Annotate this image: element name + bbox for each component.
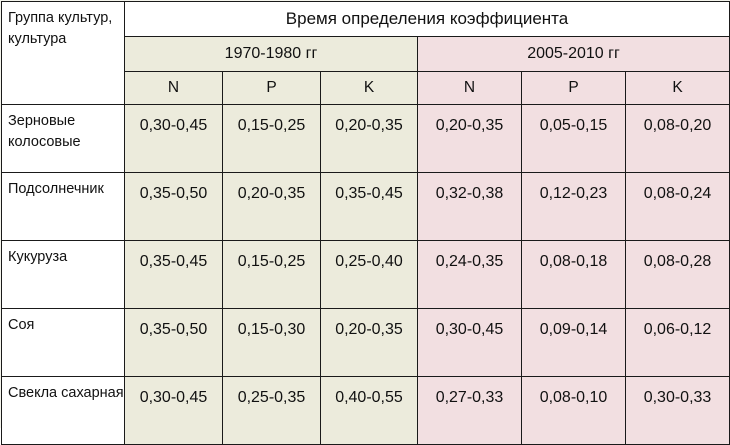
coefficient-cell: 0,30-0,45 <box>124 376 223 445</box>
coefficient-cell: 0,15-0,25 <box>222 104 321 173</box>
coefficient-cell: 0,20-0,35 <box>222 172 321 241</box>
coefficient-cell: 0,35-0,45 <box>124 240 223 309</box>
coefficient-cell: 0,12-0,23 <box>521 172 626 241</box>
group-column-header: Группа культур, культура <box>1 1 125 105</box>
coefficient-cell: 0,20-0,35 <box>417 104 522 173</box>
coefficient-cell: 0,20-0,35 <box>320 104 418 173</box>
table-row: Кукуруза 0,35-0,45 0,15-0,25 0,25-0,40 0… <box>1 240 730 309</box>
coefficient-cell: 0,15-0,25 <box>222 240 321 309</box>
table-row: Подсолнечник 0,35-0,50 0,20-0,35 0,35-0,… <box>1 172 730 241</box>
coefficient-cell: 0,27-0,33 <box>417 376 522 445</box>
table-row: Зерновые колосовые 0,30-0,45 0,15-0,25 0… <box>1 104 730 173</box>
period-header-1970-1980: 1970-1980 гг <box>124 36 418 72</box>
coefficient-cell: 0,30-0,33 <box>624 376 730 445</box>
coefficient-cell: 0,25-0,35 <box>222 376 321 445</box>
coefficient-cell: 0,08-0,24 <box>624 172 730 241</box>
crop-name: Свекла сахарная <box>1 376 125 445</box>
nutrient-header: N <box>124 71 223 105</box>
coefficient-cell: 0,40-0,55 <box>320 376 418 445</box>
nutrient-header: P <box>222 71 321 105</box>
nutrient-header: K <box>320 71 418 105</box>
coefficient-cell: 0,30-0,45 <box>417 308 522 377</box>
period-header-2005-2010: 2005-2010 гг <box>416 36 730 72</box>
coefficient-cell: 0,24-0,35 <box>417 240 522 309</box>
coefficient-cell: 0,35-0,45 <box>320 172 418 241</box>
coefficient-cell: 0,15-0,30 <box>222 308 321 377</box>
coefficient-cell: 0,08-0,20 <box>624 104 730 173</box>
nutrient-header: P <box>521 71 626 105</box>
nutrient-header: K <box>624 71 730 105</box>
coefficient-cell: 0,35-0,50 <box>124 172 223 241</box>
coefficient-cell: 0,20-0,35 <box>320 308 418 377</box>
table-title: Время определения коэффициента <box>123 1 730 37</box>
coefficient-cell: 0,32-0,38 <box>417 172 522 241</box>
coefficient-cell: 0,05-0,15 <box>521 104 626 173</box>
coefficient-cell: 0,08-0,28 <box>624 240 730 309</box>
crop-name: Подсолнечник <box>1 172 125 241</box>
coefficient-cell: 0,30-0,45 <box>124 104 223 173</box>
nutrient-header: N <box>417 71 522 105</box>
coefficient-cell: 0,25-0,40 <box>320 240 418 309</box>
crop-name: Соя <box>1 308 125 377</box>
coefficient-cell: 0,08-0,10 <box>521 376 626 445</box>
crop-name: Кукуруза <box>1 240 125 309</box>
table-row: Соя 0,35-0,50 0,15-0,30 0,20-0,35 0,30-0… <box>1 308 730 377</box>
table-row: Свекла сахарная 0,30-0,45 0,25-0,35 0,40… <box>1 376 730 445</box>
coefficient-cell: 0,35-0,50 <box>124 308 223 377</box>
coefficient-cell: 0,09-0,14 <box>521 308 626 377</box>
coefficient-cell: 0,08-0,18 <box>521 240 626 309</box>
coefficient-cell: 0,06-0,12 <box>624 308 730 377</box>
crop-name: Зерновые колосовые <box>1 104 125 173</box>
